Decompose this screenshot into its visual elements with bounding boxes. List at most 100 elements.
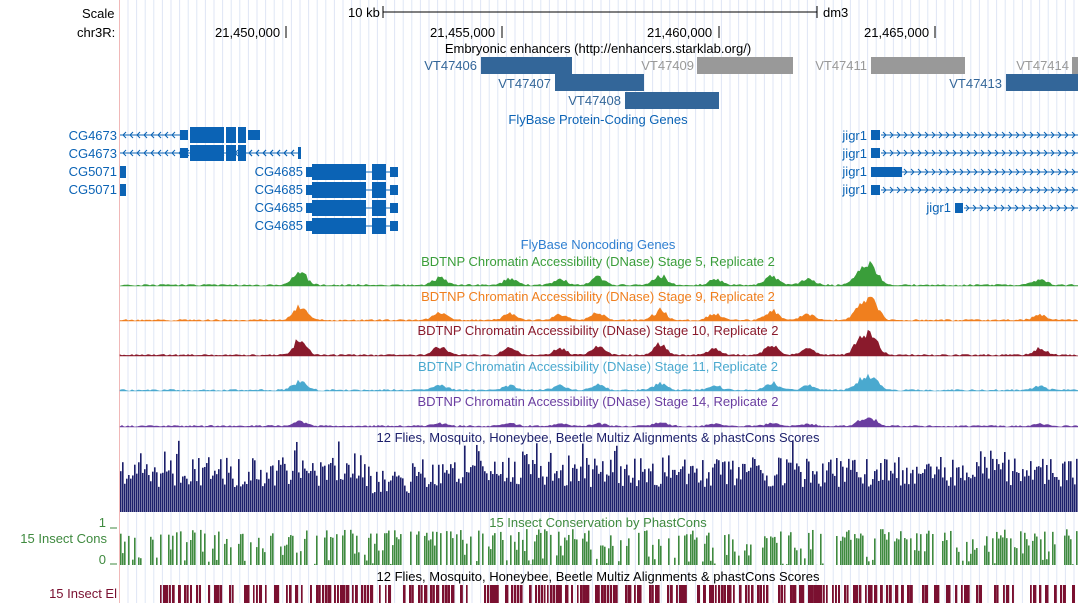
gene-exon[interactable] bbox=[372, 200, 386, 216]
enhancer-bar[interactable] bbox=[1072, 57, 1078, 74]
gene-exon[interactable] bbox=[298, 147, 301, 159]
gene-exon[interactable] bbox=[248, 130, 260, 140]
enhancer-bar[interactable] bbox=[625, 92, 719, 109]
dnase-stage-11-track[interactable]: BDTNP Chromatin Accessibility (DNase) St… bbox=[119, 359, 1078, 392]
alignment-bar bbox=[710, 485, 712, 512]
gene-exon[interactable] bbox=[306, 203, 312, 213]
gene-exon[interactable] bbox=[390, 185, 398, 195]
gene-exon[interactable] bbox=[312, 200, 366, 216]
alignment-bar bbox=[248, 471, 250, 512]
enhancer-label[interactable]: VT47413 bbox=[949, 76, 1002, 91]
gene-exon[interactable] bbox=[871, 130, 880, 140]
gene-label[interactable]: jigr1 bbox=[841, 164, 867, 179]
gene-exon[interactable] bbox=[312, 164, 366, 180]
gene-exon[interactable] bbox=[955, 203, 963, 213]
enhancer-bar[interactable] bbox=[481, 57, 572, 74]
gene-exon[interactable] bbox=[390, 167, 398, 177]
dnase-stage-10-track[interactable]: BDTNP Chromatin Accessibility (DNase) St… bbox=[119, 323, 1078, 357]
gene-exon[interactable] bbox=[871, 167, 880, 177]
gene-exon[interactable] bbox=[180, 130, 188, 140]
gene-exon[interactable] bbox=[871, 148, 880, 158]
gene-exon[interactable] bbox=[390, 203, 398, 213]
gene-models[interactable] bbox=[120, 127, 1078, 234]
gene-exon[interactable] bbox=[238, 145, 246, 161]
gene-exon[interactable] bbox=[120, 184, 126, 196]
enhancer-label[interactable]: VT47408 bbox=[568, 93, 621, 108]
gene-exon[interactable] bbox=[120, 166, 126, 178]
phastcons-bar bbox=[328, 560, 330, 565]
conserved-elements-track[interactable]: 12 Flies, Mosquito, Honeybee, Beetle Mul… bbox=[49, 569, 1076, 603]
gene-label[interactable]: jigr1 bbox=[925, 200, 951, 215]
track-side-label[interactable]: 15 Insect Cons bbox=[20, 531, 107, 546]
alignment-bar bbox=[912, 469, 914, 512]
gene-exon[interactable] bbox=[180, 148, 188, 158]
strand-arrow bbox=[973, 168, 978, 176]
gene-exon[interactable] bbox=[306, 167, 312, 177]
alignment-bar bbox=[356, 478, 358, 512]
gene-label[interactable]: jigr1 bbox=[841, 182, 867, 197]
gene-exon[interactable] bbox=[312, 218, 366, 234]
alignment-bar bbox=[212, 475, 214, 512]
dnase-stage-5-track[interactable]: BDTNP Chromatin Accessibility (DNase) St… bbox=[119, 254, 1078, 287]
alignment-bar bbox=[878, 480, 880, 512]
alignment-bar bbox=[794, 469, 796, 512]
alignment-bar bbox=[458, 478, 460, 512]
gene-exon[interactable] bbox=[226, 127, 236, 143]
gene-exon[interactable] bbox=[390, 221, 398, 231]
gene-exon[interactable] bbox=[306, 185, 312, 195]
gene-exon[interactable] bbox=[190, 145, 224, 161]
gene-labels[interactable]: CG4673 CG4673 CG5071 CG5071 CG4685 CG468… bbox=[69, 128, 951, 233]
dnase-stage-9-track[interactable]: BDTNP Chromatin Accessibility (DNase) St… bbox=[119, 289, 1078, 322]
strand-arrow bbox=[1022, 168, 1027, 176]
phastcons-track[interactable]: 15 Insect Conservation by PhastCons 15 I… bbox=[20, 515, 1078, 567]
enhancer-bar[interactable] bbox=[1006, 74, 1078, 91]
track-side-label[interactable]: 15 Insect El bbox=[49, 586, 117, 601]
strand-arrow bbox=[171, 149, 176, 157]
gene-exon[interactable] bbox=[372, 218, 386, 234]
enhancer-bar[interactable] bbox=[697, 57, 793, 74]
alignment-bar bbox=[348, 464, 350, 512]
gene-label[interactable]: jigr1 bbox=[841, 128, 867, 143]
phastcons-bar bbox=[546, 531, 548, 565]
phastcons-bar bbox=[282, 554, 284, 565]
enhancer-bar[interactable] bbox=[555, 74, 644, 91]
gene-label[interactable]: CG4685 bbox=[255, 218, 303, 233]
gene-exon[interactable] bbox=[238, 127, 246, 143]
conserved-element bbox=[1039, 585, 1042, 603]
gene-label[interactable]: CG4673 bbox=[69, 146, 117, 161]
alignment-bar bbox=[492, 474, 494, 512]
gene-label[interactable]: CG4685 bbox=[255, 164, 303, 179]
gene-exon[interactable] bbox=[880, 167, 902, 177]
gene-label[interactable]: CG5071 bbox=[69, 182, 117, 197]
gene-exon[interactable] bbox=[312, 182, 366, 198]
phastcons-bar bbox=[660, 545, 662, 565]
dnase-stage-14-track[interactable]: BDTNP Chromatin Accessibility (DNase) St… bbox=[119, 394, 1078, 428]
enhancer-label[interactable]: VT47407 bbox=[498, 76, 551, 91]
enhancer-bar[interactable] bbox=[871, 57, 965, 74]
multiz-track[interactable]: 12 Flies, Mosquito, Honeybee, Beetle Mul… bbox=[120, 430, 1078, 512]
enhancer-label[interactable]: VT47414 bbox=[1016, 58, 1069, 73]
gene-exon[interactable] bbox=[306, 221, 312, 231]
enhancers-track[interactable]: Embryonic enhancers (http://enhancers.st… bbox=[424, 41, 1078, 109]
gene-exon[interactable] bbox=[372, 182, 386, 198]
enhancer-label[interactable]: VT47406 bbox=[424, 58, 477, 73]
enhancer-label[interactable]: VT47411 bbox=[815, 58, 867, 73]
gene-label[interactable]: CG4685 bbox=[255, 182, 303, 197]
protein-coding-genes-track[interactable]: FlyBase Protein-Coding Genes CG4673 CG46… bbox=[69, 112, 1078, 234]
gene-exon[interactable] bbox=[871, 185, 880, 195]
gene-exon[interactable] bbox=[372, 164, 386, 180]
gene-exon[interactable] bbox=[226, 145, 236, 161]
alignment-bar bbox=[716, 459, 718, 512]
gene-exon[interactable] bbox=[190, 127, 224, 143]
phastcons-bar bbox=[684, 535, 686, 565]
gene-label[interactable]: CG5071 bbox=[69, 164, 117, 179]
conserved-element bbox=[379, 585, 381, 603]
alignment-bar bbox=[342, 479, 344, 512]
gene-label[interactable]: jigr1 bbox=[841, 146, 867, 161]
enhancer-label[interactable]: VT47409 bbox=[641, 58, 694, 73]
alignment-bar bbox=[158, 486, 160, 512]
conserved-element bbox=[868, 585, 872, 603]
gene-label[interactable]: CG4685 bbox=[255, 200, 303, 215]
alignment-bar bbox=[1046, 465, 1048, 512]
gene-label[interactable]: CG4673 bbox=[69, 128, 117, 143]
